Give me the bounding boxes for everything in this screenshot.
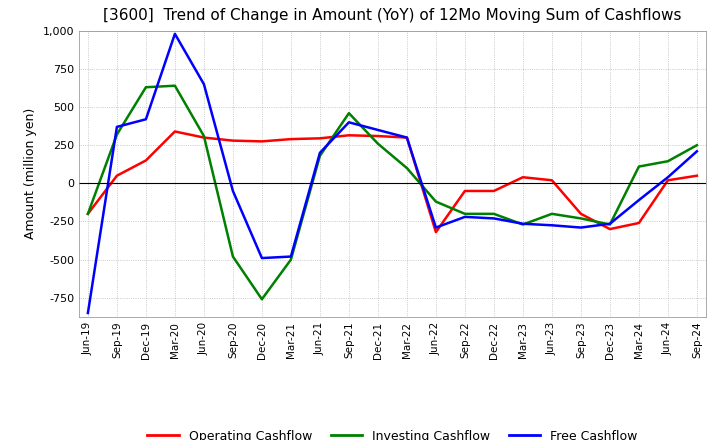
Title: [3600]  Trend of Change in Amount (YoY) of 12Mo Moving Sum of Cashflows: [3600] Trend of Change in Amount (YoY) o… (103, 7, 682, 23)
Y-axis label: Amount (million yen): Amount (million yen) (24, 108, 37, 239)
Legend: Operating Cashflow, Investing Cashflow, Free Cashflow: Operating Cashflow, Investing Cashflow, … (143, 425, 642, 440)
